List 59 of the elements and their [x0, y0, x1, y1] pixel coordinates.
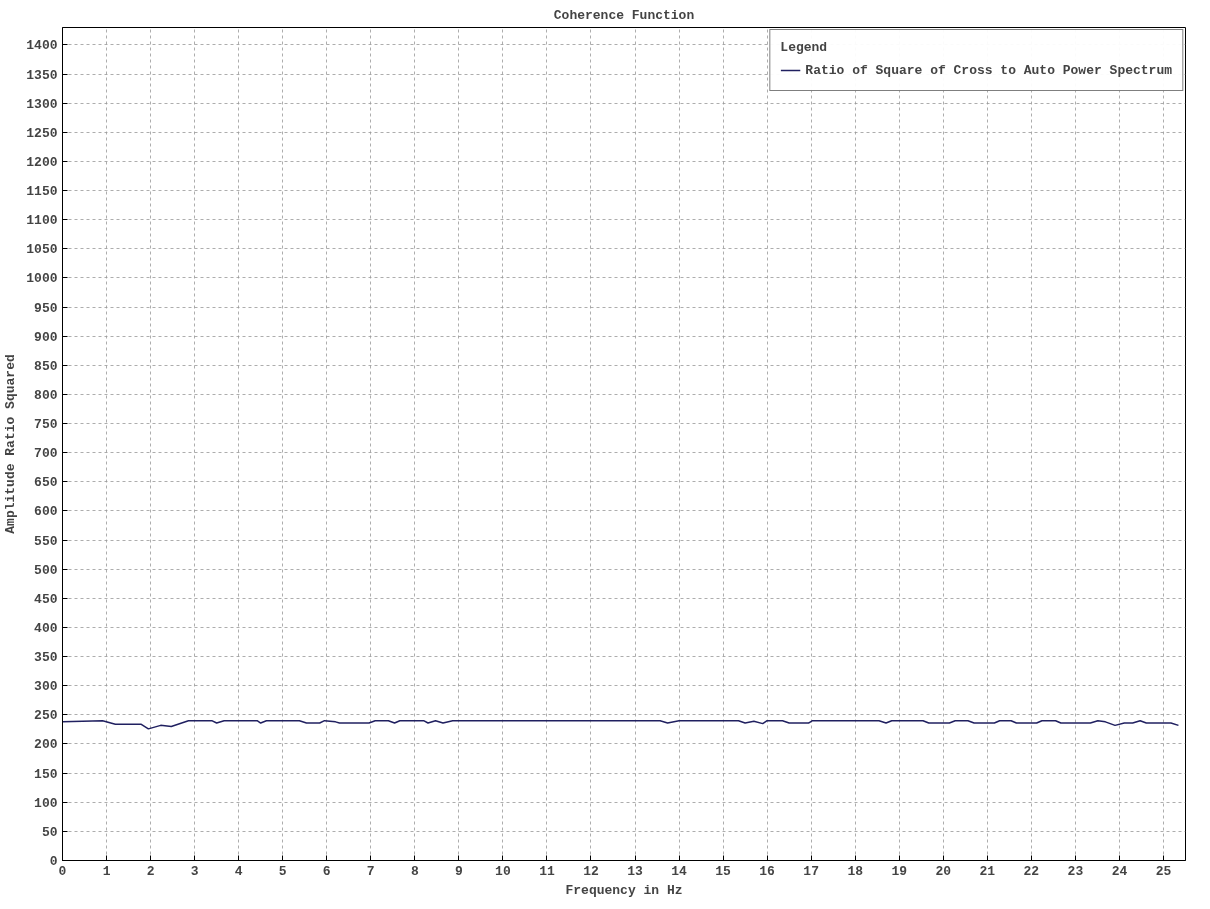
x-tick-label: 15 — [715, 863, 732, 879]
x-tick-label: 11 — [539, 863, 555, 879]
x-tick-label: 7 — [366, 863, 375, 879]
y-tick-label: 200 — [34, 737, 58, 753]
x-tick-label: 17 — [803, 863, 819, 879]
y-tick-label: 300 — [34, 679, 58, 695]
y-tick-label: 750 — [34, 417, 58, 433]
y-tick-label: 1400 — [26, 38, 58, 54]
x-tick-label: 6 — [322, 863, 331, 879]
x-tick-label: 14 — [671, 863, 688, 879]
x-tick-label: 4 — [234, 863, 243, 879]
y-tick-label: 50 — [41, 824, 58, 840]
y-tick-label: 350 — [34, 650, 58, 666]
y-tick-label: 1250 — [26, 125, 58, 141]
x-tick-label: 19 — [891, 863, 908, 879]
legend-label: Ratio of Square of Cross to Auto Power Spectrum — [805, 62, 1172, 78]
x-tick-label: 5 — [278, 863, 287, 879]
x-tick-label: 12 — [583, 863, 599, 879]
y-tick-label: 1100 — [26, 213, 58, 229]
y-tick-label: 1150 — [26, 184, 58, 200]
x-tick-label: 25 — [1155, 863, 1172, 879]
y-tick-label: 900 — [34, 329, 58, 345]
x-tick-label: 13 — [627, 863, 644, 879]
x-tick-label: 3 — [190, 863, 199, 879]
y-tick-label: 1350 — [26, 67, 58, 83]
x-axis-title: Frequency in Hz — [565, 882, 683, 898]
line-series — [62, 719, 1180, 730]
y-tick-label: 950 — [34, 300, 58, 316]
x-tick-label: 22 — [1023, 863, 1040, 879]
y-tick-label: 650 — [34, 475, 58, 491]
y-tick-label: 400 — [34, 620, 58, 636]
y-tick-label: 1050 — [26, 242, 58, 258]
x-tick-label: 9 — [454, 863, 463, 879]
y-tick-label: 1300 — [26, 96, 58, 112]
y-tick-label: 450 — [34, 591, 58, 607]
y-tick-label: 550 — [34, 533, 58, 549]
x-tick-label: 18 — [847, 863, 864, 879]
x-tick-label: 1 — [102, 863, 111, 879]
chart-title: Coherence Function — [553, 7, 695, 23]
x-tick-label: 10 — [495, 863, 511, 879]
y-tick-label: 100 — [34, 795, 58, 811]
x-tick-label: 2 — [146, 863, 155, 879]
y-tick-label: 600 — [34, 504, 58, 520]
x-tick-label: 23 — [1067, 863, 1084, 879]
x-tick-label: 8 — [410, 863, 419, 879]
y-tick-label: 500 — [34, 562, 58, 578]
y-axis-title: Amplitude Ratio Squared — [3, 354, 19, 534]
y-tick-label: 1000 — [26, 271, 58, 287]
x-tick-label: 24 — [1111, 863, 1128, 879]
legend-title: Legend — [780, 40, 829, 55]
y-tick-label: 850 — [34, 358, 58, 374]
y-tick-label: 150 — [34, 766, 58, 782]
y-tick-label: 1200 — [26, 154, 58, 170]
x-tick-label: 21 — [979, 863, 996, 879]
y-tick-label: 700 — [34, 446, 58, 462]
y-tick-label: 800 — [34, 387, 58, 403]
x-tick-label: 16 — [759, 863, 776, 879]
y-tick-label: 250 — [34, 708, 58, 724]
x-tick-label: 20 — [935, 863, 952, 879]
